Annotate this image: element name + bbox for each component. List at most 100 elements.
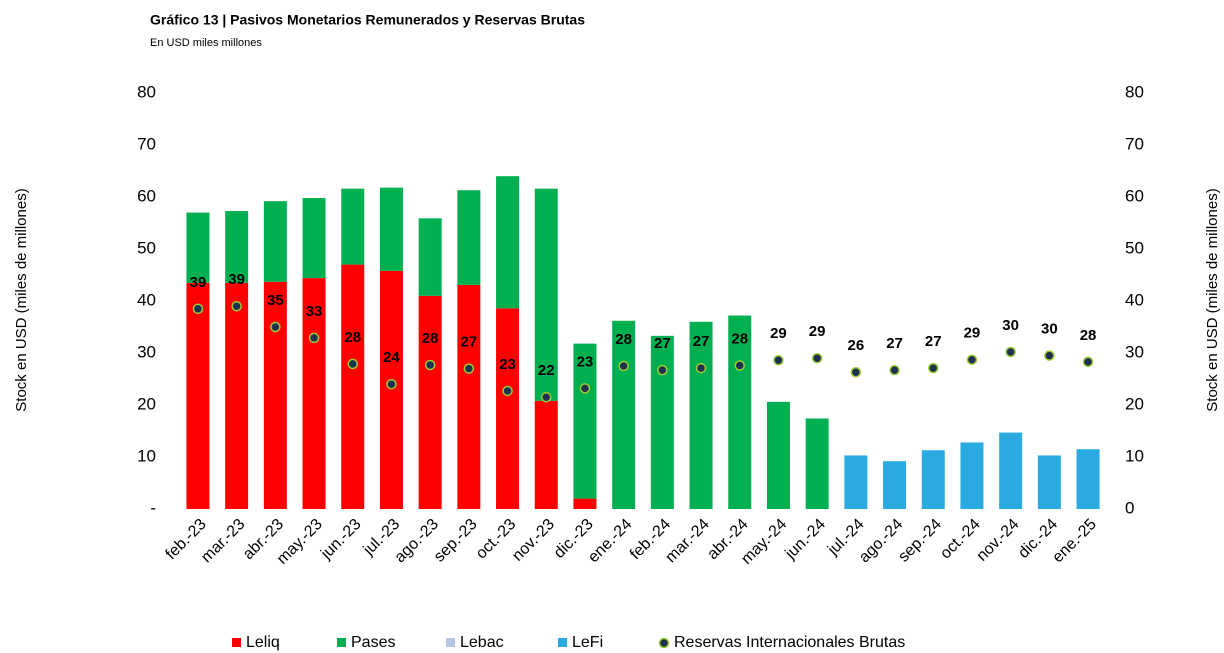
- y2-tick-label: 60: [1125, 186, 1144, 205]
- bar: [457, 190, 481, 285]
- data-label: 29: [809, 323, 826, 340]
- reserve-dot: [502, 385, 513, 397]
- legend-swatch: [337, 638, 346, 647]
- reserve-dot: [231, 300, 242, 312]
- bar: [225, 211, 249, 283]
- bar: [960, 442, 984, 509]
- bar: [225, 282, 249, 509]
- bar: [302, 278, 326, 509]
- bar: [418, 295, 442, 509]
- bar: [728, 315, 752, 509]
- data-label: 27: [925, 333, 942, 350]
- x-tick-label: mar.-23: [198, 516, 248, 566]
- bar: [263, 201, 287, 282]
- bar: [573, 343, 597, 499]
- y2-tick-label: 70: [1125, 134, 1144, 153]
- reserve-dot: [966, 354, 978, 366]
- bar: [883, 461, 907, 509]
- bar: [186, 282, 210, 509]
- reserve-dot: [773, 355, 784, 366]
- reserve-dot: [579, 383, 591, 394]
- reserve-dot: [192, 303, 204, 315]
- x-tick-label: ene.-24: [585, 516, 635, 566]
- data-label: 30: [1041, 321, 1058, 338]
- bar: [379, 187, 403, 271]
- data-label: 27: [461, 334, 478, 351]
- bar: [534, 188, 558, 401]
- reserve-dot: [811, 352, 823, 364]
- data-label: 35: [267, 292, 284, 309]
- bar: [844, 455, 868, 509]
- data-label: 26: [848, 337, 865, 354]
- y2-tick-label: 0: [1125, 498, 1134, 517]
- bar: [341, 264, 365, 509]
- data-label: 28: [1080, 327, 1097, 344]
- reserve-dot: [1044, 350, 1055, 361]
- reserve-dot: [850, 366, 862, 378]
- reserve-dot: [618, 360, 629, 372]
- reserve-dot: [463, 363, 475, 374]
- bar: [534, 400, 558, 509]
- bar: [766, 401, 790, 509]
- data-label: 28: [731, 330, 748, 347]
- legend-swatch: [232, 638, 241, 647]
- x-tick-label: sep.-24: [895, 516, 945, 566]
- reserve-dot: [889, 364, 900, 376]
- data-label: 39: [228, 271, 245, 288]
- bar: [650, 335, 674, 509]
- data-label: 23: [499, 356, 516, 373]
- chart-title: Gráfico 13 | Pasivos Monetarios Remunera…: [150, 12, 585, 28]
- data-label: 33: [306, 303, 323, 320]
- bar: [612, 320, 636, 509]
- y2-tick-label: 40: [1125, 290, 1144, 309]
- x-tick-label: mar.-24: [662, 516, 712, 566]
- bar: [418, 218, 442, 296]
- reserve-dot: [695, 362, 707, 374]
- bar: [1076, 449, 1100, 509]
- legend-label: LeFi: [572, 634, 603, 651]
- x-tick-label: jun.-24: [782, 516, 829, 563]
- bar: [999, 432, 1023, 509]
- y-tick-label: 60: [137, 186, 156, 205]
- reserve-dot: [270, 321, 281, 333]
- y-tick-label: 10: [137, 446, 156, 465]
- legend-label: Reservas Internacionales Brutas: [674, 634, 905, 651]
- bar: [921, 450, 945, 509]
- bar: [302, 198, 326, 279]
- x-tick-label: jun.-23: [317, 516, 364, 563]
- data-label: 28: [615, 331, 632, 348]
- x-tick-label: ago.-23: [392, 516, 442, 566]
- bar: [496, 308, 520, 509]
- reserve-dot: [424, 359, 436, 371]
- reserve-dot: [1082, 356, 1094, 368]
- x-tick-label: sep.-23: [431, 516, 481, 566]
- data-label: 29: [964, 325, 981, 342]
- reserve-dot: [541, 391, 552, 403]
- y-tick-label: 30: [137, 342, 156, 361]
- reserve-dot: [386, 378, 397, 390]
- y-tick-label: 40: [137, 290, 156, 309]
- y-axis-title: Stock en USD (miles de millones): [13, 188, 30, 411]
- bar: [379, 270, 403, 509]
- data-label: 30: [1002, 317, 1019, 334]
- bar: [1037, 455, 1061, 509]
- chart-subtitle: En USD miles millones: [150, 37, 262, 49]
- legend-label: Pases: [351, 634, 395, 651]
- data-label: 23: [577, 353, 594, 370]
- y-tick-label: 20: [137, 394, 156, 413]
- data-label: 24: [383, 349, 400, 366]
- bar: [186, 212, 210, 283]
- y2-tick-label: 30: [1125, 342, 1144, 361]
- bar: [496, 176, 520, 309]
- reserve-dot: [928, 362, 939, 374]
- y-tick-label: 80: [137, 82, 156, 101]
- reserve-dot: [1005, 346, 1016, 358]
- data-label: 28: [422, 330, 439, 347]
- legend-swatch: [558, 638, 567, 647]
- y2-tick-label: 20: [1125, 394, 1144, 413]
- y-tick-label: -: [150, 498, 156, 517]
- y2-tick-label: 10: [1125, 446, 1144, 465]
- data-label: 29: [770, 325, 787, 342]
- bar: [689, 321, 713, 509]
- y-tick-label: 70: [137, 134, 156, 153]
